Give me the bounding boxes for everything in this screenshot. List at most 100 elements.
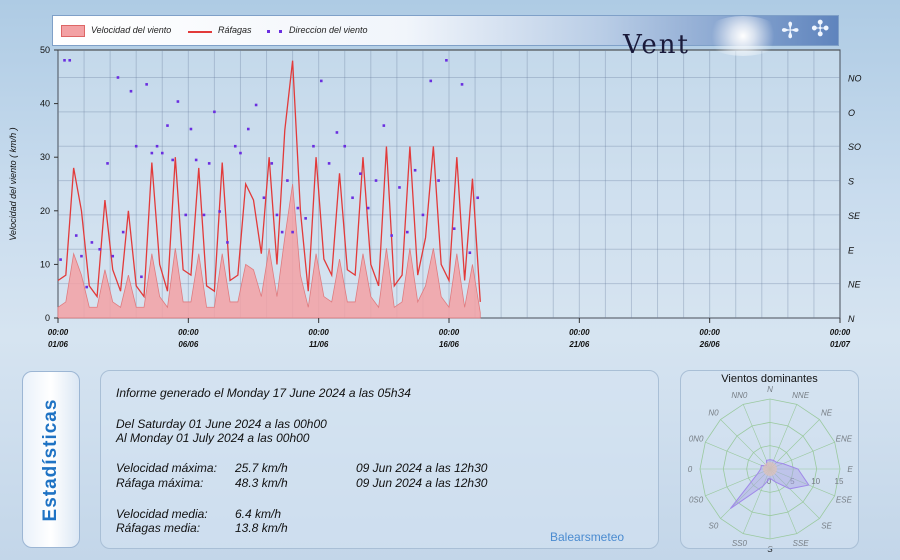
report-generated: Informe generado el Monday 17 June 2024 … [116,386,411,400]
direction-swatch-dot [267,30,270,33]
wind-speed-swatch [61,25,85,37]
direction-point [254,103,258,107]
legend-gusts: Ráfagas [218,25,252,35]
direction-point [405,230,409,234]
direction-point [184,213,188,217]
direction-point [59,258,62,261]
direction-tick-label: SE [848,211,861,221]
x-tick-date: 16/06 [439,340,460,349]
direction-tick-label: SO [848,142,861,152]
gust-series [57,60,481,302]
direction-point [304,217,307,220]
direction-point [476,196,479,200]
direction-point [270,162,274,165]
x-tick-time: 00:00 [308,328,329,337]
page-title: Vent [623,30,690,60]
y-axis-label: Velocidad del viento ( km/h ) [8,127,18,240]
stat-value: 25.7 km/h [235,461,288,475]
direction-point [421,213,425,217]
direction-point [233,144,237,148]
direction-point [116,76,120,79]
rose-direction-label: S [767,545,773,554]
direction-point [111,254,115,258]
report-from: Del Saturday 01 June 2024 a las 00h00 [116,417,327,431]
direction-point [194,158,198,162]
x-tick-date: 26/06 [699,340,721,349]
direction-tick-label: NO [848,73,862,83]
statistics-report: Informe generado el Monday 17 June 2024 … [100,370,659,549]
direction-point [239,151,242,155]
stat-value: 6.4 km/h [235,507,282,521]
direction-point [160,151,164,155]
direction-point [121,230,125,234]
wind-turbine-icon: ✢ [781,18,800,43]
direction-point [145,83,148,86]
direction-point [246,127,250,131]
direction-tick-label: N [848,314,855,324]
direction-tick-label: E [848,245,855,255]
legend-direction: Direccion del viento [289,25,368,35]
direction-tick-label: O [848,108,855,118]
direction-point [218,210,221,213]
direction-point [171,158,174,162]
y-tick-label: 10 [40,259,50,269]
chart-legend-banner: Velocidad del viento Ráfagas Direccion d… [52,15,839,60]
x-tick-time: 00:00 [569,328,590,337]
y-tick-label: 30 [40,152,50,162]
direction-point [63,59,66,62]
y-tick-label: 40 [40,99,50,109]
x-tick-time: 00:00 [178,328,199,337]
direction-point [85,285,88,289]
legend-wind-speed: Velocidad del viento [91,25,172,35]
wind-speed-area [57,183,481,319]
x-tick-date: 06/06 [178,340,199,349]
stat-label: Ráfaga máxima: [116,476,204,490]
direction-point [68,59,72,62]
x-tick-time: 00:00 [439,328,460,337]
direction-point [327,162,331,165]
y-tick-label: 50 [40,45,50,55]
direction-point [351,196,354,200]
direction-point [312,144,315,148]
direction-point [445,59,448,62]
direction-point [262,196,266,200]
statistics-tab[interactable]: Estadísticas [22,371,80,548]
stat-time: 09 Jun 2024 a las 12h30 [356,461,488,475]
direction-point [74,234,78,237]
direction-point [343,144,347,148]
credit-link[interactable]: Balearsmeteo [550,530,625,544]
direction-point [335,131,339,134]
direction-tick-label: S [848,177,854,187]
direction-point [129,89,133,93]
direction-point [468,251,472,255]
x-tick-date: 21/06 [568,340,590,349]
wind-rose-panel: Vientos dominantes [680,370,859,549]
direction-point [189,127,193,131]
x-tick-time: 00:00 [48,328,69,337]
chart-axes: N NE E SE S SO O NO 0 10 20 30 40 50 Velocidad del vie… [8,45,862,349]
direction-point [291,230,294,234]
x-tick-time: 00:00 [699,328,720,337]
direction-point [374,179,378,182]
direction-point [359,172,362,175]
direction-point [390,234,393,237]
direction-point [275,213,279,217]
direction-point [413,168,417,172]
direction-point [460,83,464,86]
direction-point [226,241,229,244]
direction-point [286,179,289,182]
x-tick-time: 00:00 [830,328,851,337]
direction-point [429,79,433,83]
stat-label: Velocidad máxima: [116,461,217,475]
direction-point [155,144,159,148]
direction-point [140,275,143,279]
statistics-tab-label: Estadísticas [40,398,61,521]
x-tick-date: 11/06 [309,340,329,349]
direction-tick-label: NE [848,280,861,290]
wind-speed-series [57,183,481,319]
direction-point [213,110,216,114]
wind-rose-title: Vientos dominantes [721,373,818,385]
direction-point [134,144,138,148]
direction-point [437,179,440,182]
